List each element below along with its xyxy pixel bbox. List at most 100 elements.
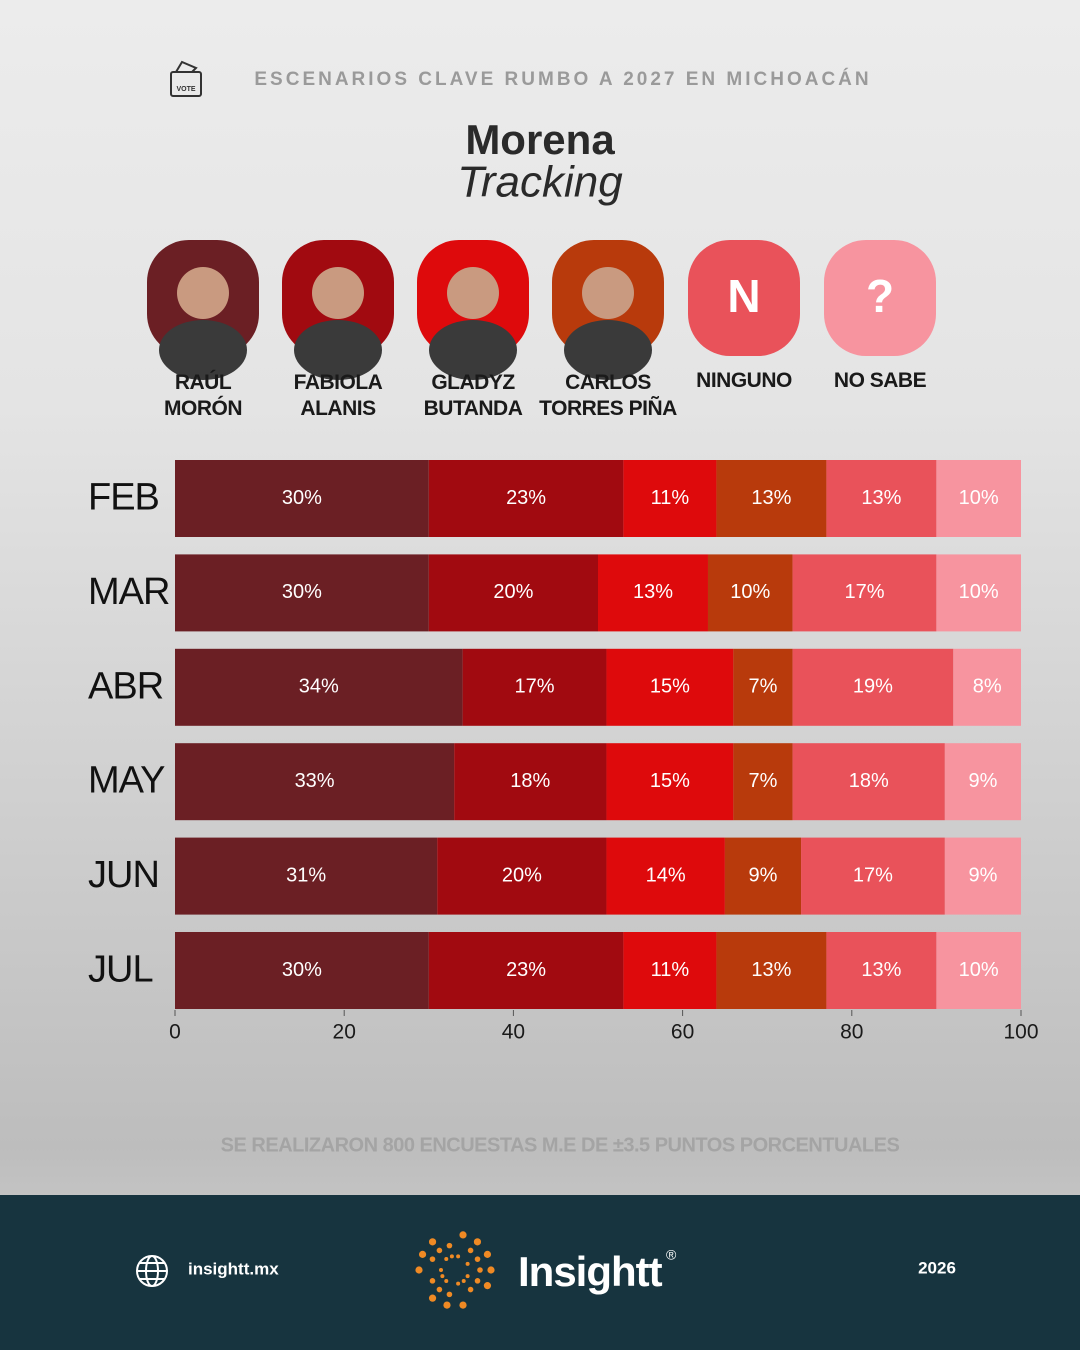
logo-dot (487, 1266, 495, 1274)
y-tick-label: MAR (88, 571, 169, 613)
legend-label: RAÚL MORÓN (164, 371, 243, 420)
logo-dot (418, 1250, 427, 1258)
avatar-body (429, 320, 517, 380)
logo-dot (461, 1278, 466, 1283)
bar-segment (606, 648, 734, 726)
value-label: 30% (282, 581, 322, 603)
logo-dot (415, 1266, 423, 1274)
logo-dot (436, 1247, 443, 1254)
value-label: 31% (286, 864, 326, 886)
value-label: 19% (853, 676, 893, 698)
value-label: 17% (853, 864, 893, 886)
value-label: 20% (502, 864, 542, 886)
logo-dot (465, 1274, 470, 1279)
bar-segment (716, 932, 827, 1009)
x-tick-label: 0 (169, 1021, 181, 1044)
vote-label: VOTE (176, 86, 195, 93)
bar-segment (428, 460, 624, 537)
value-label: 13% (751, 487, 791, 509)
bar-segment (733, 648, 793, 726)
legend-label: CARLOS TORRES PIÑA (539, 371, 677, 420)
value-label: 7% (749, 676, 778, 698)
legend-icon: N (727, 270, 760, 322)
logo-dot (483, 1250, 492, 1258)
logo-dot (428, 1238, 437, 1246)
value-label: 30% (282, 959, 322, 981)
kicker: ESCENARIOS CLAVE RUMBO A 2027 EN MICHOAC… (254, 68, 871, 90)
logo-dot (443, 1301, 451, 1309)
value-label: 30% (282, 487, 322, 509)
y-tick-label: JUN (88, 854, 159, 896)
value-label: 11% (651, 959, 690, 981)
value-label: 13% (751, 959, 791, 981)
brand-mark: ® (666, 1247, 677, 1263)
value-label: 17% (515, 676, 555, 698)
bar-segment (175, 743, 455, 821)
avatar-head (582, 267, 634, 319)
logo-dot (446, 1242, 453, 1249)
bar-segment (716, 460, 827, 537)
chart-title: Morena (465, 116, 615, 163)
x-tick-label: 40 (502, 1021, 525, 1044)
value-label: 17% (844, 581, 884, 603)
bar-segment (175, 932, 429, 1009)
value-label: 9% (968, 770, 997, 792)
logo-dot (473, 1238, 482, 1246)
bar-segment (944, 743, 1021, 821)
legend-label: NINGUNO (696, 369, 792, 392)
value-label: 10% (959, 487, 999, 509)
bar-segment (623, 932, 717, 1009)
y-tick-label: ABR (88, 665, 163, 707)
y-tick-label: FEB (88, 477, 159, 519)
bar-segment (175, 648, 463, 726)
bar-segment (437, 837, 607, 915)
bar-segment (944, 837, 1021, 915)
logo-dot (467, 1286, 474, 1293)
logo-dot (465, 1261, 470, 1266)
value-label: 9% (749, 864, 778, 886)
value-label: 10% (730, 581, 770, 603)
y-tick-label: JUL (88, 949, 153, 991)
value-label: 9% (968, 864, 997, 886)
bar-segment (936, 554, 1021, 632)
bar-segment (598, 554, 708, 632)
bar-segment (936, 460, 1021, 537)
globe-icon (136, 1255, 168, 1287)
avatar-body (159, 320, 247, 380)
legend-label: FABIOLA ALANIS (293, 371, 383, 420)
note: SE REALIZARON 800 ENCUESTAS M.E DE ±3.5 … (221, 1134, 900, 1156)
avatar (159, 267, 247, 380)
avatar-head (312, 267, 364, 319)
bar-segment (733, 743, 793, 821)
bar-segment (953, 648, 1021, 726)
logo-dot (474, 1256, 481, 1262)
value-label: 15% (650, 676, 690, 698)
year: 2026 (918, 1258, 956, 1277)
value-label: 20% (493, 581, 533, 603)
x-tick-label: 100 (1003, 1021, 1038, 1044)
x-tick-label: 20 (333, 1021, 356, 1044)
brand: Insightt (518, 1248, 663, 1295)
legend-swatch (688, 240, 800, 356)
bar-segment (175, 554, 429, 632)
bar-segment (801, 837, 945, 915)
value-label: 34% (299, 676, 339, 698)
logo-dot (439, 1268, 443, 1272)
x-tick-label: 80 (840, 1021, 863, 1044)
logo-dot (428, 1294, 437, 1302)
chart-subtitle: Tracking (457, 158, 623, 207)
avatar (429, 267, 517, 380)
bar-segment (724, 837, 802, 915)
legend-label: GLADYZ BUTANDA (423, 371, 523, 420)
bar-segment (606, 743, 734, 821)
legend-icon: ? (866, 270, 894, 322)
website: insightt.mx (188, 1259, 279, 1278)
logo-dot (456, 1281, 461, 1286)
value-label: 13% (861, 487, 901, 509)
logo-dot (467, 1247, 474, 1254)
bar-segment (428, 932, 624, 1009)
logo-dot (483, 1282, 492, 1290)
bar-segment (175, 460, 429, 537)
